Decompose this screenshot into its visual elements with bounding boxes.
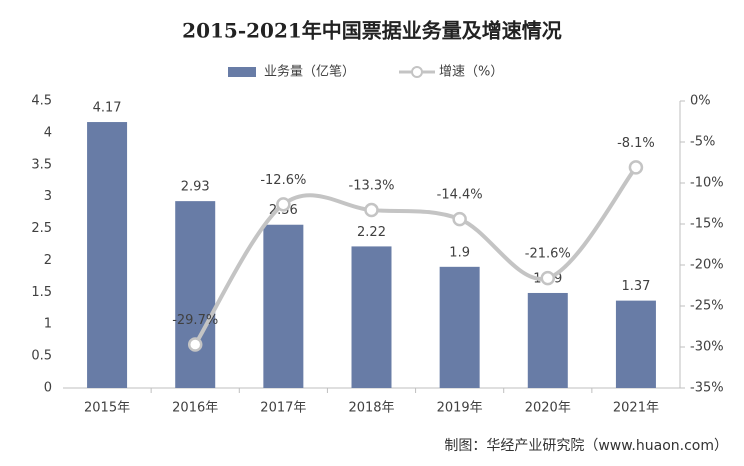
line-value-label: -13.3% (349, 179, 395, 194)
x-tick-label: 2019年 (437, 401, 483, 416)
chart-title: 2015-2021年中国票据业务量及增速情况 (182, 19, 562, 43)
y2-tick-label: -25% (690, 299, 724, 314)
bar-value-label: 2.93 (181, 180, 210, 195)
line-value-label: -14.4% (437, 188, 483, 203)
legend-swatch (228, 67, 256, 77)
y-tick-label: 2 (44, 253, 52, 268)
bar (87, 122, 128, 389)
bar (351, 246, 392, 388)
x-tick-label: 2018年 (348, 401, 394, 416)
x-tick-label: 2020年 (525, 401, 571, 416)
legend-marker (411, 66, 423, 78)
x-tick-label: 2017年 (260, 401, 306, 416)
legend-label: 业务量（亿笔） (264, 64, 355, 80)
line (193, 166, 638, 346)
y2-tick-label: -35% (690, 381, 724, 396)
legend-label: 增速（%） (439, 65, 503, 80)
line-marker (364, 202, 379, 218)
bar-value-label: 1.37 (621, 279, 650, 294)
y-tick-label: 0 (44, 381, 52, 396)
y-tick-label: 1 (44, 317, 52, 332)
y2-tick-label: -10% (690, 176, 724, 191)
bar-value-label: 4.17 (93, 101, 122, 116)
source: 制图：华经产业研究院（www.huaon.com） (444, 438, 728, 454)
y-tick-label: 2.5 (31, 221, 52, 236)
line-value-label: -12.6% (260, 173, 306, 188)
y2-tick-label: -15% (690, 217, 724, 232)
line-value-label: -21.6% (525, 247, 571, 262)
x-tick-label: 2016年 (172, 401, 218, 416)
x-tick-label: 2021年 (613, 401, 659, 416)
line-marker (276, 197, 291, 212)
bar-value-label: 2.22 (357, 225, 386, 240)
y2-tick-label: 0% (690, 94, 711, 109)
bar-value-label: 1.9 (449, 245, 470, 260)
y-tick-label: 0.5 (31, 349, 52, 364)
y-tick-label: 3.5 (31, 157, 52, 172)
y-tick-label: 3 (44, 189, 52, 204)
x-tick-label: 2015年 (84, 401, 130, 416)
line-marker (452, 211, 467, 227)
y2-tick-label: -5% (690, 135, 715, 150)
bar (439, 266, 480, 388)
bar (175, 201, 216, 388)
bar (263, 224, 304, 388)
line-value-label: -8.1% (617, 136, 655, 151)
bar (527, 292, 568, 388)
y-tick-label: 1.5 (31, 285, 52, 300)
line-marker (540, 270, 556, 286)
y2-tick-label: -20% (690, 258, 724, 273)
bar (615, 300, 656, 388)
y-tick-label: 4 (44, 125, 52, 140)
line-value-label: -29.7% (172, 313, 218, 328)
y-tick-label: 4.5 (31, 94, 52, 109)
line-marker (628, 160, 644, 175)
y2-tick-label: -30% (690, 340, 724, 355)
line-marker (187, 337, 203, 352)
